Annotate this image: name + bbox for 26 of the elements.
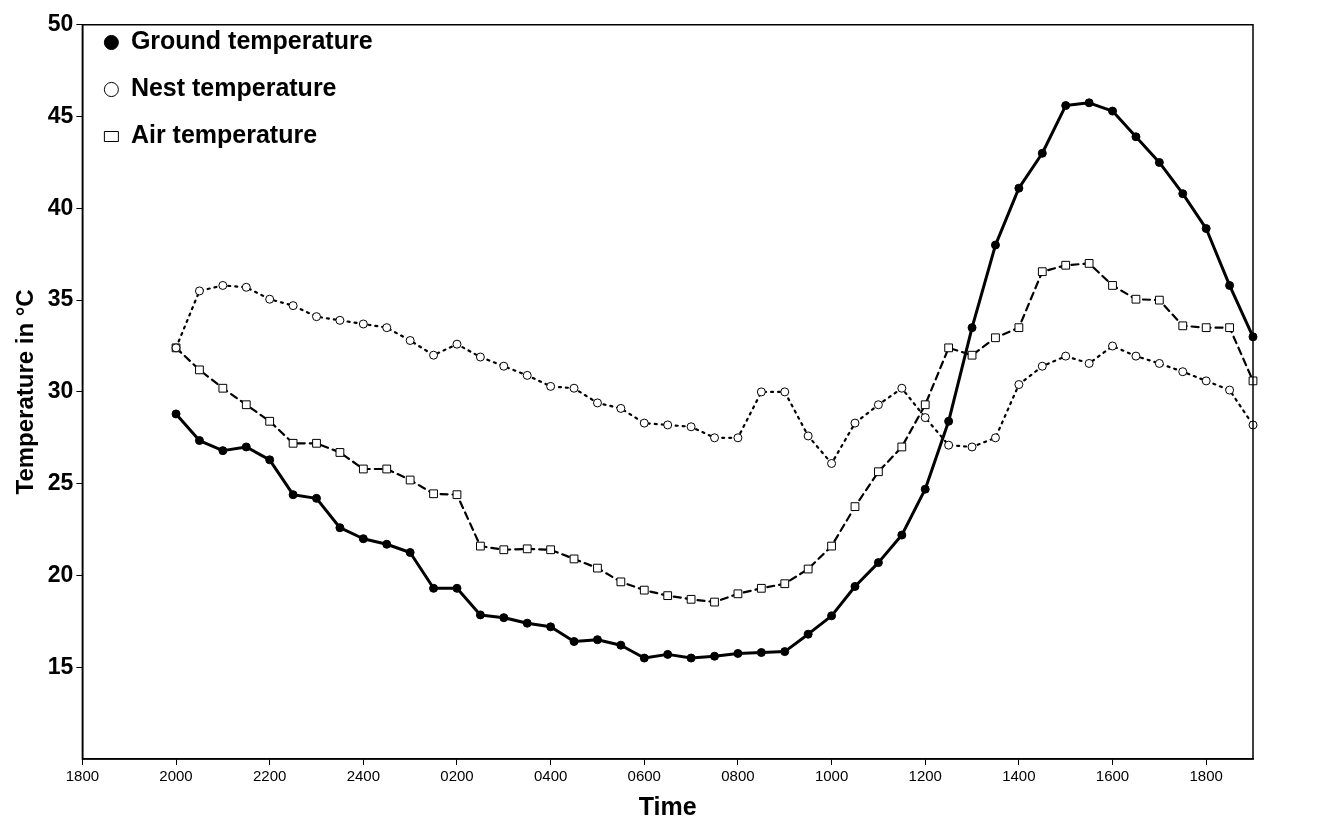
x-tick-label: 0200 — [440, 767, 474, 785]
x-tick-label: 1000 — [814, 767, 849, 785]
legend-label: Nest temperature — [130, 73, 337, 102]
x-tick-label: 1800 — [1189, 767, 1223, 785]
y-tick-label: 25 — [47, 469, 74, 496]
x-tick-label: 1200 — [908, 767, 942, 785]
x-tick-label: 2000 — [159, 767, 193, 785]
x-tick-label: 0600 — [627, 767, 661, 785]
x-tick-label: 1400 — [1002, 767, 1036, 785]
y-tick-label: 20 — [47, 560, 74, 587]
x-axis-title: Time — [638, 791, 697, 820]
y-axis-title: Temperature in °C — [11, 289, 39, 495]
x-tick-label: 0400 — [533, 767, 568, 785]
x-tick-label: 2200 — [252, 767, 287, 785]
x-tick-label: 1800 — [65, 767, 100, 785]
y-tick-label: 35 — [47, 285, 74, 312]
y-tick-label: 30 — [47, 377, 74, 404]
y-tick-label: 40 — [47, 193, 74, 220]
y-tick-label: 45 — [47, 101, 74, 128]
x-tick-label: 1600 — [1095, 767, 1130, 785]
legend-label: Air temperature — [130, 120, 318, 149]
y-tick-label: 50 — [47, 10, 74, 37]
x-tick-label: 0800 — [721, 767, 755, 785]
legend-label: Ground temperature — [130, 26, 373, 55]
y-tick-label: 15 — [47, 652, 74, 679]
x-tick-label: 2400 — [346, 767, 381, 785]
